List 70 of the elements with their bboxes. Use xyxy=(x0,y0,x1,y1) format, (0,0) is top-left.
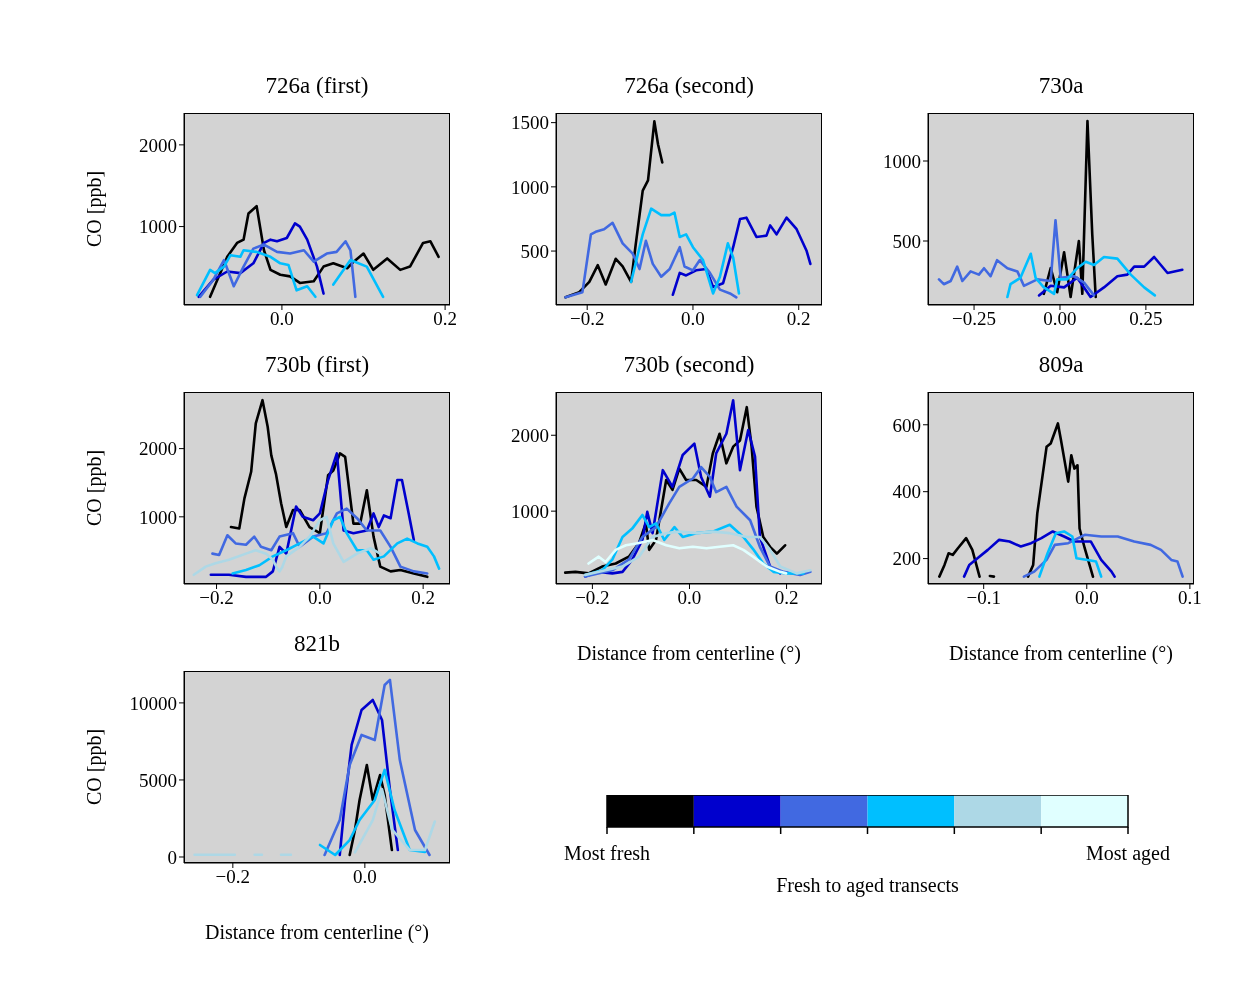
x-tick-label: 0.2 xyxy=(786,308,811,330)
line-series xyxy=(583,530,812,577)
line-series xyxy=(1022,533,1184,578)
line-series xyxy=(318,768,427,857)
y-axis-title: CO [ppb] xyxy=(83,170,107,248)
y-tick-label: 1000 xyxy=(139,216,177,238)
line-series xyxy=(1037,255,1184,299)
line-series xyxy=(937,218,1096,297)
x-tick-label: −0.2 xyxy=(569,308,605,330)
y-tick-label: 5000 xyxy=(139,769,177,791)
line-series xyxy=(192,515,382,577)
y-tick-label: 2000 xyxy=(139,134,177,156)
line-series xyxy=(323,678,431,857)
y-tick-label: 500 xyxy=(520,240,549,262)
chart-title: 726a (second) xyxy=(623,73,755,99)
y-tick-label: 600 xyxy=(892,414,921,436)
line-series xyxy=(231,515,441,575)
text: Most aged xyxy=(1086,842,1170,865)
y-tick-label: 2000 xyxy=(139,438,177,460)
x-axis-title: Distance from centerline (°) xyxy=(948,642,1174,665)
y-tick-label: 200 xyxy=(892,548,921,570)
x-tick-label: 0.0 xyxy=(352,866,377,888)
chart-title: 821b xyxy=(293,631,341,657)
line-series xyxy=(1038,530,1103,578)
x-tick-label: −0.1 xyxy=(966,587,1001,609)
x-tick-label: −0.2 xyxy=(215,866,251,888)
x-tick-label: 0.0 xyxy=(1074,587,1099,609)
y-tick-label: 10000 xyxy=(129,692,177,714)
line-series xyxy=(564,221,738,299)
x-tick-label: 0.2 xyxy=(433,308,457,330)
x-tick-label: 0.00 xyxy=(1043,308,1077,330)
text: Most fresh xyxy=(563,842,651,864)
y-tick-label: 400 xyxy=(892,481,921,503)
line-series xyxy=(962,530,1116,578)
x-tick-label: −0.25 xyxy=(952,308,997,330)
x-tick-label: −0.2 xyxy=(575,587,610,609)
chart-title: 730b (first) xyxy=(263,352,371,378)
y-tick-label: 2000 xyxy=(511,425,549,446)
color-bar-title: Fresh to aged transects xyxy=(776,874,960,897)
line-series xyxy=(587,538,788,575)
y-tick-label: 1500 xyxy=(511,112,549,134)
chart-title: 730b (second) xyxy=(622,352,756,378)
y-axis-title: CO [ppb] xyxy=(83,728,107,806)
line-series xyxy=(209,452,416,579)
chart-title: 730a xyxy=(1037,73,1085,99)
chart-title: 726a (first) xyxy=(264,73,370,99)
x-tick-label: 0.0 xyxy=(307,587,332,609)
y-tick-label: 0 xyxy=(167,846,177,868)
y-tick-label: 1000 xyxy=(883,150,921,172)
line-series xyxy=(199,239,357,299)
y-tick-label: 1000 xyxy=(139,506,177,528)
x-axis-title: Distance from centerline (°) xyxy=(576,642,802,665)
y-axis-title: CO [ppb] xyxy=(83,449,107,527)
x-tick-label: 0.2 xyxy=(411,587,436,609)
line-series xyxy=(1006,252,1157,299)
line-series xyxy=(671,216,812,297)
line-series xyxy=(629,207,741,295)
y-tick-label: 1000 xyxy=(511,176,549,198)
chart-title: 809a xyxy=(1037,352,1085,378)
x-tick-label: 0.0 xyxy=(270,308,294,330)
x-tick-label: 0.0 xyxy=(681,308,705,330)
x-tick-label: 0.0 xyxy=(677,587,702,609)
x-axis-title: Distance from centerline (°) xyxy=(204,921,430,944)
x-tick-label: −0.2 xyxy=(199,587,234,609)
x-tick-label: 0.1 xyxy=(1178,587,1202,609)
line-series xyxy=(208,204,440,299)
y-tick-label: 1000 xyxy=(511,500,549,522)
y-tick-label: 500 xyxy=(892,230,921,252)
x-tick-label: 0.2 xyxy=(774,587,799,609)
x-tick-label: 0.25 xyxy=(1129,308,1163,330)
